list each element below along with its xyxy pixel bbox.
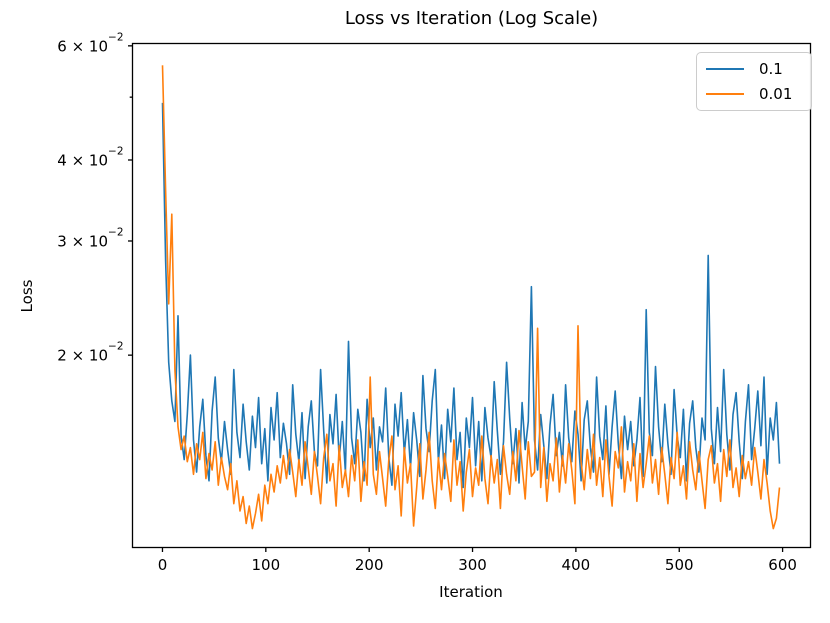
legend-line-sample-orange [706, 93, 744, 95]
x-tick-label: 600 [768, 555, 797, 574]
chart-title: Loss vs Iteration (Log Scale) [344, 8, 599, 29]
legend-label: 0.1 [759, 60, 783, 78]
x-tick-label: 400 [561, 555, 591, 574]
x-axis-label: Iteration [439, 583, 503, 601]
legend: 0.1 0.01 [696, 52, 812, 111]
x-tick-label: 0 [157, 555, 168, 574]
x-tick-label: 100 [251, 555, 281, 574]
y-tick-label: 4 × 10−2 [57, 145, 124, 170]
series-line-0.1 [161, 102, 781, 489]
plot-frame [131, 42, 812, 549]
x-tick-label: 300 [458, 555, 487, 574]
series-line-0.01 [161, 65, 781, 530]
x-tick-label: 200 [354, 555, 384, 574]
x-tick-label: 500 [664, 555, 694, 574]
y-tick-label: 2 × 10−2 [57, 340, 124, 365]
y-tick-label: 6 × 10−2 [57, 31, 124, 56]
legend-label: 0.01 [759, 85, 793, 103]
legend-entry: 0.1 [706, 60, 801, 78]
legend-line-sample-blue [706, 68, 744, 70]
y-tick-label: 3 × 10−2 [57, 226, 124, 251]
legend-entry: 0.01 [706, 85, 801, 103]
